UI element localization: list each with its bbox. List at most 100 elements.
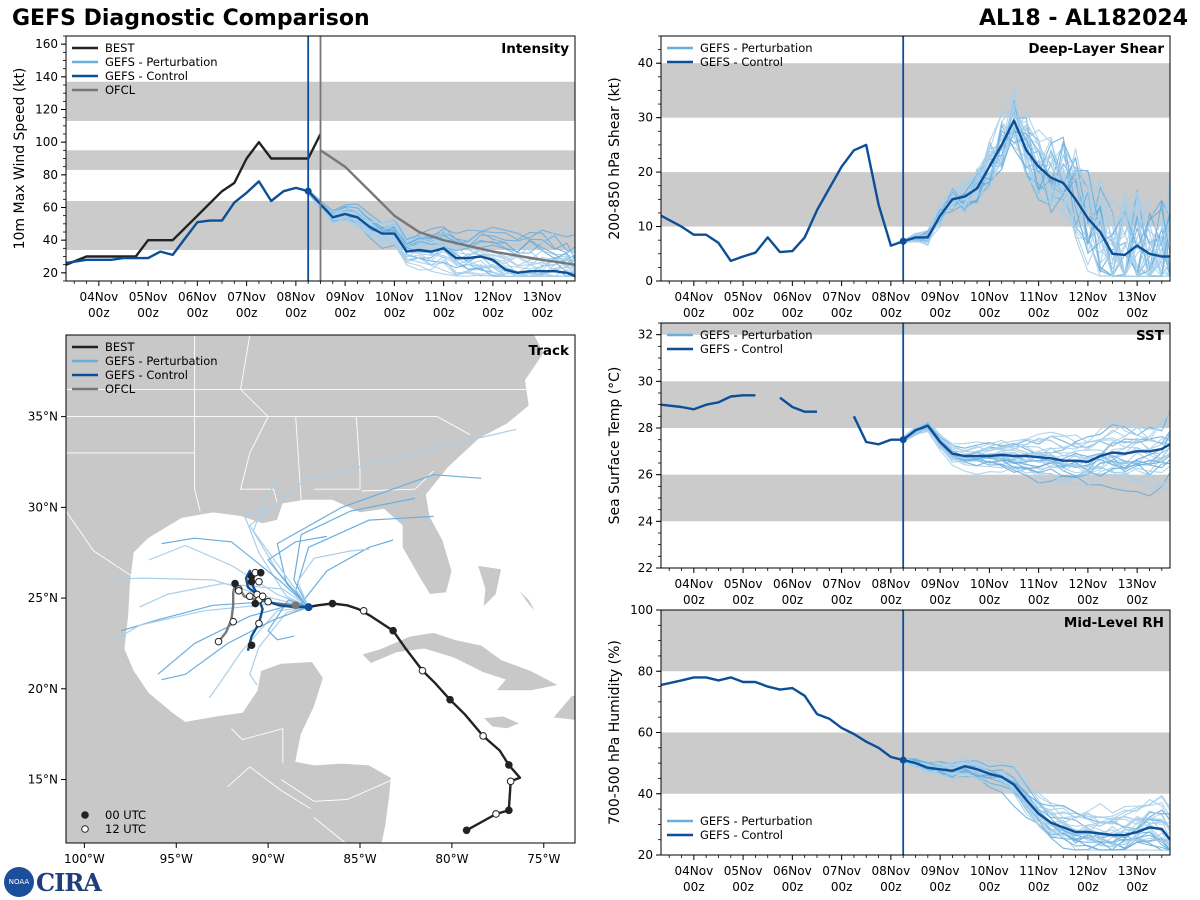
track-xtick-label: 100°W <box>64 852 105 866</box>
map-border <box>66 510 138 581</box>
shear-legend-label: GEFS - Perturbation <box>700 41 813 55</box>
map-border <box>227 766 311 809</box>
shear-ytick-label: 40 <box>638 56 653 70</box>
intensity-ytick-label: 100 <box>35 135 58 149</box>
shear-xtick-day: 05Nov <box>724 290 763 304</box>
rh-xtick-hour: 00z <box>929 880 951 894</box>
track-legend-label: BEST <box>105 340 135 354</box>
noaa-logo-icon: NOAA <box>4 867 34 897</box>
shear-xtick-day: 07Nov <box>822 290 861 304</box>
intensity-xtick-hour: 00z <box>384 306 406 320</box>
shear-band <box>661 63 1170 118</box>
shear-xtick-hour: 00z <box>1077 306 1099 320</box>
sst-xtick-hour: 00z <box>929 593 951 607</box>
intensity-title: Intensity <box>501 41 569 57</box>
track-best-marker <box>479 732 487 740</box>
sst-gefs-control-line <box>779 396 817 413</box>
shear-xtick-day: 12Nov <box>1069 290 1108 304</box>
rh-xtick-hour: 00z <box>782 880 804 894</box>
shear-gefs-control-line <box>661 119 1170 263</box>
intensity-xtick-day: 07Nov <box>227 290 266 304</box>
rh-band <box>661 610 1170 672</box>
shear-ytick-label: 0 <box>645 274 653 288</box>
shear-xtick-hour: 00z <box>979 306 1001 320</box>
track-ofcl-marker <box>231 579 239 588</box>
intensity-perturbation-line <box>307 190 575 277</box>
sst-xtick-day: 13Nov <box>1118 577 1157 591</box>
rh-xtick-hour: 00z <box>732 880 754 894</box>
rh-xtick-hour: 00z <box>683 880 705 894</box>
track-best-marker <box>389 626 397 635</box>
shear-xtick-day: 06Nov <box>773 290 812 304</box>
map-border <box>295 416 302 501</box>
intensity-xtick-day: 08Nov <box>277 290 316 304</box>
intensity-ytick-label: 160 <box>35 37 58 51</box>
map-border <box>231 728 284 764</box>
intensity-xtick-day: 11Nov <box>424 290 463 304</box>
storm-id: AL18 - AL182024 <box>979 6 1188 31</box>
sst-band <box>661 474 1170 522</box>
sst-legend-label: GEFS - Control <box>700 342 783 356</box>
track-marker-legend-label: 12 UTC <box>105 822 146 836</box>
rh-legend-label: GEFS - Perturbation <box>700 814 813 828</box>
shear-perturbation-line <box>903 126 1170 266</box>
panel-sst: 22 24 26 28 30 32 04Nov 00z 05Nov 00z 06Nov 00z 07No… <box>607 322 1171 607</box>
intensity-legend-label: GEFS - Perturbation <box>105 55 218 69</box>
landmass-hispaniola <box>552 694 575 721</box>
landmass-bahamas-south <box>515 586 537 613</box>
sst-gefs-control-line <box>661 394 756 411</box>
intensity-legend-label: BEST <box>105 41 135 55</box>
rh-legend-label: GEFS - Control <box>700 828 783 842</box>
sst-xtick-day: 09Nov <box>921 577 960 591</box>
intensity-ofcl-line <box>319 149 575 266</box>
track-perturbation-line <box>296 548 370 608</box>
shear-xtick-day: 09Nov <box>921 290 960 304</box>
track-ytick-label: 25°N <box>28 591 58 605</box>
intensity-gefs-control-line <box>66 180 575 278</box>
sst-xtick-hour: 00z <box>1077 593 1099 607</box>
track-best-marker <box>328 599 337 608</box>
rh-xtick-day: 09Nov <box>921 864 960 878</box>
rh-xtick-day: 06Nov <box>773 864 812 878</box>
rh-xtick-day: 04Nov <box>674 864 713 878</box>
intensity-ytick-label: 40 <box>43 233 58 247</box>
sst-ylabel: Sea Surface Temp (°C) <box>607 367 623 525</box>
track-legend-label: GEFS - Perturbation <box>105 354 218 368</box>
track-perturbation-line <box>102 577 309 608</box>
sst-perturbation-line <box>902 426 1170 486</box>
rh-xtick-day: 05Nov <box>724 864 763 878</box>
rh-perturbation-line <box>903 761 1170 849</box>
track-best-marker <box>418 666 427 675</box>
track-ofcl-marker <box>214 637 223 646</box>
rh-xtick-day: 07Nov <box>822 864 861 878</box>
shear-xtick-hour: 00z <box>1028 306 1050 320</box>
track-member-marker <box>247 577 256 586</box>
track-perturbation-line <box>161 606 309 681</box>
intensity-ytick-label: 80 <box>43 168 58 182</box>
shear-xtick-hour: 00z <box>782 306 804 320</box>
track-best-marker <box>446 695 454 704</box>
track-perturbation-line <box>252 479 310 608</box>
sst-title: SST <box>1136 328 1165 344</box>
track-ytick-label: 20°N <box>28 682 58 696</box>
sst-xtick-day: 08Nov <box>872 577 911 591</box>
logo: NOAA CIRA <box>4 866 102 898</box>
sst-xtick-hour: 00z <box>732 593 754 607</box>
track-perturbation-line <box>300 539 394 608</box>
rh-gefs-control-line <box>661 676 1170 841</box>
sst-xtick-day: 11Nov <box>1019 577 1058 591</box>
intensity-init-point <box>304 187 312 195</box>
intensity-xtick-hour: 00z <box>531 306 553 320</box>
track-marker-legend-icon <box>81 811 89 819</box>
rh-perturbation-line <box>903 761 1170 846</box>
shear-xtick-hour: 00z <box>831 306 853 320</box>
track-perturbation-line <box>267 535 328 608</box>
track-member-marker <box>255 577 263 586</box>
intensity-ytick-label: 20 <box>43 266 58 280</box>
sst-ytick-label: 32 <box>638 328 653 342</box>
panel-rh: 20 40 60 80 100 04Nov 00z 05Nov 00z 06Nov 00z 07Nov… <box>607 603 1171 894</box>
track-control-marker <box>247 641 256 650</box>
rh-xtick-hour: 00z <box>880 880 902 894</box>
shear-legend-label: GEFS - Control <box>700 55 783 69</box>
